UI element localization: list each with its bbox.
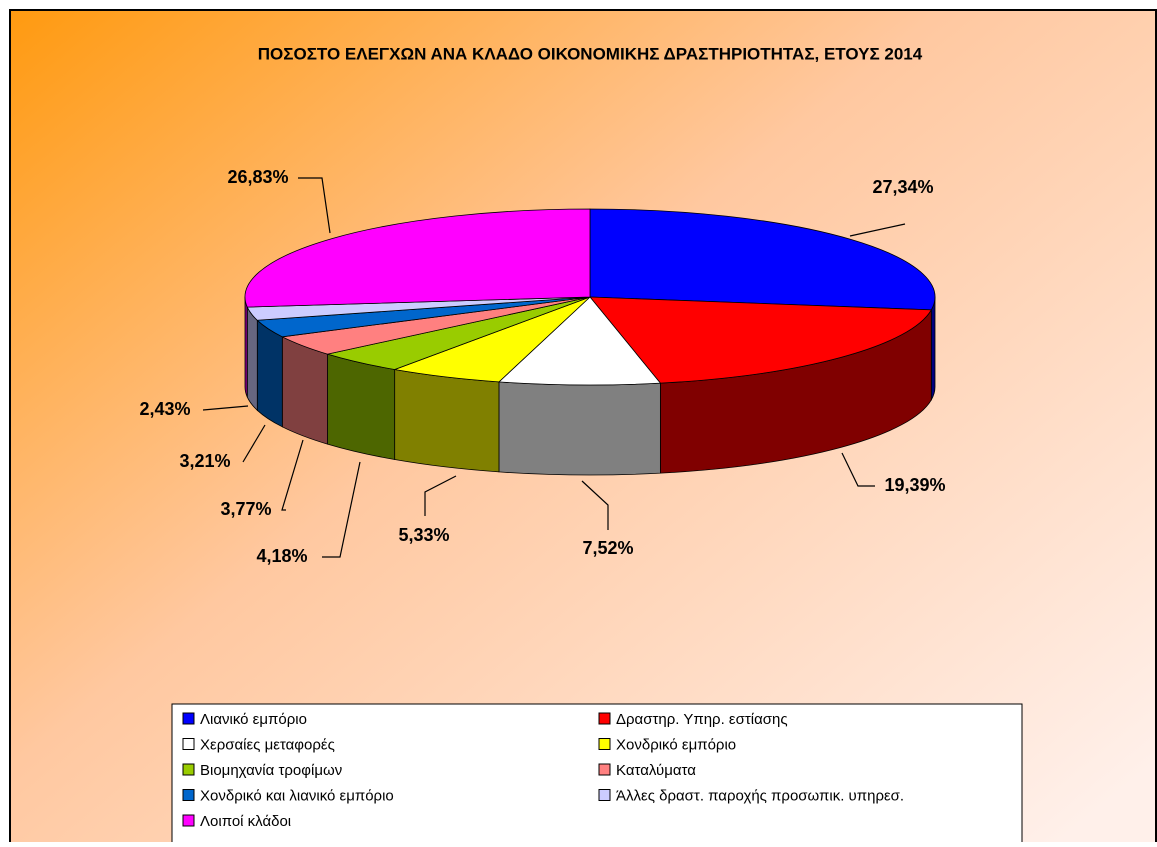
slice-side [394,369,500,473]
leader-line [841,452,875,487]
slice [589,208,936,311]
slice [244,208,591,308]
legend-label: Χερσαίες μεταφορές [200,736,335,753]
legend-label: Λιανικό εμπόριο [200,711,307,728]
leader-line [581,480,609,530]
legend-label: Χονδρικό και λιανικό εμπόριο [200,787,394,804]
slice-side [281,336,328,445]
legend-swatch [598,763,611,776]
chart-title: ΠΟΣΟΣΤΟ ΕΛΕΓΧΩΝ ΑΝΑ ΚΛΑΔΟ ΟΙΚΟΝΟΜΙΚΗΣ ΔΡ… [258,44,923,63]
legend-swatch [598,738,611,750]
legend-label: Καταλύματα [616,762,696,779]
leader-line [424,475,457,516]
legend-label: Λοιποί κλάδοι [200,813,291,830]
slice-side [930,296,936,402]
legend-swatch [598,712,611,725]
leader-line [849,223,906,237]
leader-line [322,461,361,558]
legend-swatch [182,738,195,750]
legend-box [171,703,1023,847]
data-label: 3,77% [220,499,271,519]
data-label: 19,39% [884,475,945,495]
legend-swatch [182,789,195,801]
legend-swatch [598,789,611,801]
slice-side [244,296,248,398]
slice-side [246,306,258,412]
data-label: 5,33% [398,525,449,545]
leader-line [281,439,304,511]
legend-label: Άλλες δραστ. παροχής προσωπικ. υπηρεσ. [616,787,904,804]
slice [498,296,662,386]
legend-label: Βιομηχανία τροφίμων [200,762,342,779]
slice [589,296,932,384]
legend-label: Χονδρικό εμπόριο [616,736,736,753]
slice-side [498,381,661,476]
legend-label: Δραστηρ. Υπηρ. εστίασης [616,711,788,728]
data-label: 3,21% [179,451,230,471]
legend-swatch [182,814,195,827]
data-label: 27,34% [872,177,933,197]
data-label: 4,18% [256,546,307,566]
data-label: 26,83% [227,167,288,187]
data-label: 2,43% [139,399,190,419]
data-label: 7,52% [582,538,633,558]
leader-line [242,424,266,463]
legend-swatch [182,763,195,776]
leader-line [202,405,249,411]
leader-line [298,177,331,234]
legend-swatch [182,712,195,725]
slice-side [327,353,396,461]
slice-side [256,319,283,428]
